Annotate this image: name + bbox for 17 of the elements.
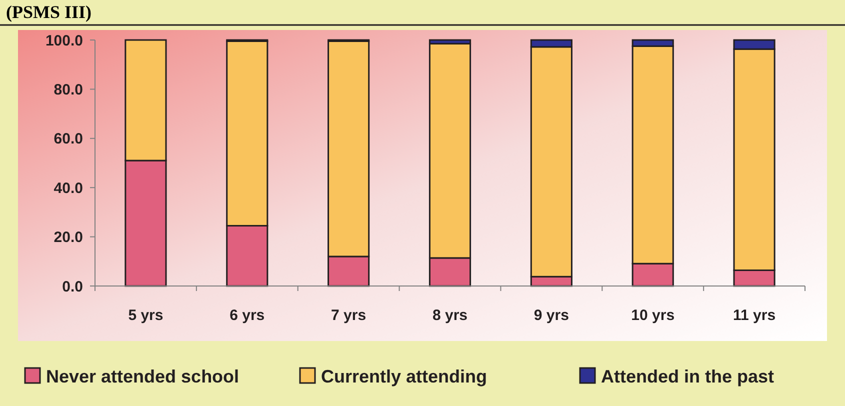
legend-label: Attended in the past xyxy=(601,366,774,386)
y-tick-label: 0.0 xyxy=(62,278,83,296)
x-tick-label: 5 yrs xyxy=(128,307,164,324)
x-tick-label: 11 yrs xyxy=(733,307,776,324)
legend-label: Currently attending xyxy=(321,366,488,386)
x-tick-label: 6 yrs xyxy=(230,307,265,324)
y-tick-label: 100.0 xyxy=(45,32,83,50)
y-tick-label: 40.0 xyxy=(54,180,83,197)
x-tick-label: 7 yrs xyxy=(331,307,366,324)
x-tick-label: 10 yrs xyxy=(631,307,675,324)
y-tick-label: 20.0 xyxy=(54,229,83,246)
chart-title: (PSMS III) xyxy=(6,2,92,22)
legend-label: Never attended school xyxy=(46,366,240,386)
y-tick-label: 60.0 xyxy=(54,130,83,148)
y-tick-label: 80.0 xyxy=(54,81,83,98)
x-tick-label: 8 yrs xyxy=(432,307,468,324)
x-tick-label: 9 yrs xyxy=(534,307,569,324)
